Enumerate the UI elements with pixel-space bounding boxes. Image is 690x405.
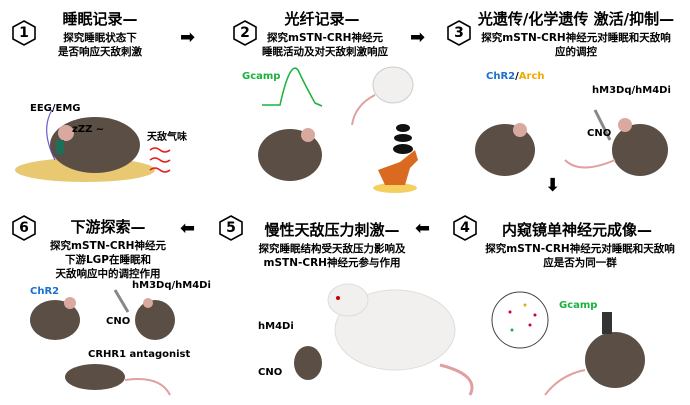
imaging-field [491,291,549,349]
panel-1-line: 是否响应天敌刺激 [58,46,142,58]
panel-1-title: 睡眠记录— [62,10,138,28]
stone-icon [394,134,412,142]
cno-label: CNO [258,367,283,378]
mouse [30,300,80,340]
panel-6-line: 探究mSTN-CRH神经元 [50,240,166,252]
panel-4-title: 内窥镜单神经元成像— [501,221,653,239]
mouse-ear [513,123,527,137]
rat-tail [439,363,474,396]
sleep-zzz-label: zZZ ~ [72,124,105,135]
mouse-tail [564,159,616,169]
rat-tail [351,94,376,126]
gcamp-label: Gcamp [559,300,598,311]
mouse-ear [64,297,76,309]
mouse-ear [143,298,153,308]
headstage [56,140,64,154]
syringe-icon [593,109,612,141]
arrow-down-icon: ⬇ [545,175,561,196]
mouse [65,364,125,390]
step-number-3: 3 [446,20,472,46]
dreadd-label: hM3Dq/hM4Di [132,280,211,291]
arrow-left-icon: ⬅ [180,218,196,239]
arrow-right-icon: ➡ [410,27,426,48]
optogenetics-label: ChR2/Arch [486,71,545,82]
step-number-4: 4 [452,215,478,241]
panel-3-line: 探究mSTN-CRH神经元对睡眠和天敌响 [481,32,671,44]
hm4di-label: hM4Di [258,321,294,332]
panel-5-line: 探究睡眠结构受天敌压力影响及 [258,243,406,255]
mouse-tail [544,369,586,396]
mouse [612,124,668,176]
chr2-label: ChR2 [486,71,516,82]
syringe-icon [113,289,130,313]
fox-shadow [373,183,417,193]
panel-4-line: 探究mSTN-CRH神经元对睡眠和天敌响 [485,243,675,255]
panel-3-title: 光遗传/化学遗传 激活/抑制— [477,10,675,28]
rat-eye [336,296,340,300]
rat [334,289,456,371]
arrow-right-icon: ➡ [180,27,196,48]
stone-icon [396,124,410,132]
panel-2-line: 探究mSTN-CRH神经元 [267,32,383,44]
rat-head [327,283,369,317]
gcamp-label: Gcamp [242,71,281,82]
panel-2-line: 睡眠活动及对天敌刺激响应 [262,46,388,58]
cno-label: CNO [587,128,612,139]
step-number-1: 1 [11,20,37,46]
step-number-2: 2 [232,20,258,46]
mouse-ear [618,118,632,132]
cno-label: CNO [106,316,131,327]
chr2-label: ChR2 [30,286,60,297]
panel-3-line: 应的调控 [555,46,597,58]
rat [372,66,414,104]
crhr1-antagonist-label: CRHR1 antagonist [88,349,191,360]
mouse [294,346,322,380]
eeg-emg-label: EEG/EMG [30,103,81,114]
panel-6-line: 下游LGP在睡眠和 [64,254,152,266]
fox [378,150,418,185]
mouse [135,300,175,340]
arch-label: Arch [518,71,545,82]
mouse-tail [124,378,171,396]
gcamp-trace [262,67,323,107]
panel-6-line: 天敌响应中的调控作用 [55,268,161,280]
predator-odor-label: 天敌气味 [147,132,187,143]
step-number-5: 5 [218,215,244,241]
mouse [585,332,645,388]
mouse-ear [58,125,74,141]
arrow-left-icon: ⬅ [415,218,431,239]
odor-waves [149,147,171,173]
panel-6-title: 下游探索— [70,218,146,236]
eeg-cable [46,109,56,161]
stone-icon [393,144,413,154]
panel-5-line: mSTN-CRH神经元参与作用 [263,257,401,269]
panel-5-title: 慢性天敌压力刺激— [264,221,400,239]
step-number-6: 6 [11,215,37,241]
panel-2-title: 光纤记录— [284,10,360,28]
miniscope-icon [602,312,612,334]
dreadd-label: hM3Dq/hM4Di [592,85,671,96]
mouse-ear [301,128,315,142]
mouse [258,129,322,181]
panel-1-line: 探究睡眠状态下 [63,32,137,44]
panel-4-line: 应是否为同一群 [543,257,617,269]
